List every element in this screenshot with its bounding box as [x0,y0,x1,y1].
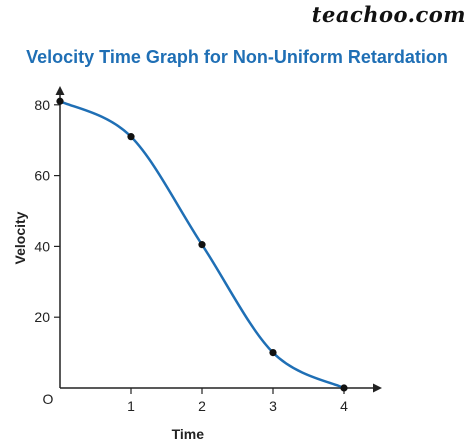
x-tick-label: 3 [269,398,277,414]
data-points [56,97,348,392]
data-point [269,349,277,357]
x-tick-label: 4 [340,398,348,414]
data-point [127,133,135,141]
teachoo-watermark: teachoo.com [311,2,466,27]
data-point [198,241,206,249]
y-axis-arrow [55,86,65,95]
axes [55,86,382,393]
chart-title: Velocity Time Graph for Non-Uniform Reta… [26,47,448,67]
data-point [340,384,348,392]
y-tick-label: 40 [34,238,50,254]
data-point [56,97,64,105]
y-tick-label: 60 [34,168,50,184]
x-axis-arrow [373,383,382,393]
ticks: 1 2 3 4 20 40 60 80 [34,97,348,414]
x-axis-label: Time [172,426,205,442]
x-tick-label: 2 [198,398,206,414]
y-tick-label: 80 [34,97,50,113]
y-tick-label: 20 [34,309,50,325]
x-tick-label: 1 [127,398,135,414]
y-axis-label: Velocity [12,211,28,264]
origin-label: O [43,391,54,407]
